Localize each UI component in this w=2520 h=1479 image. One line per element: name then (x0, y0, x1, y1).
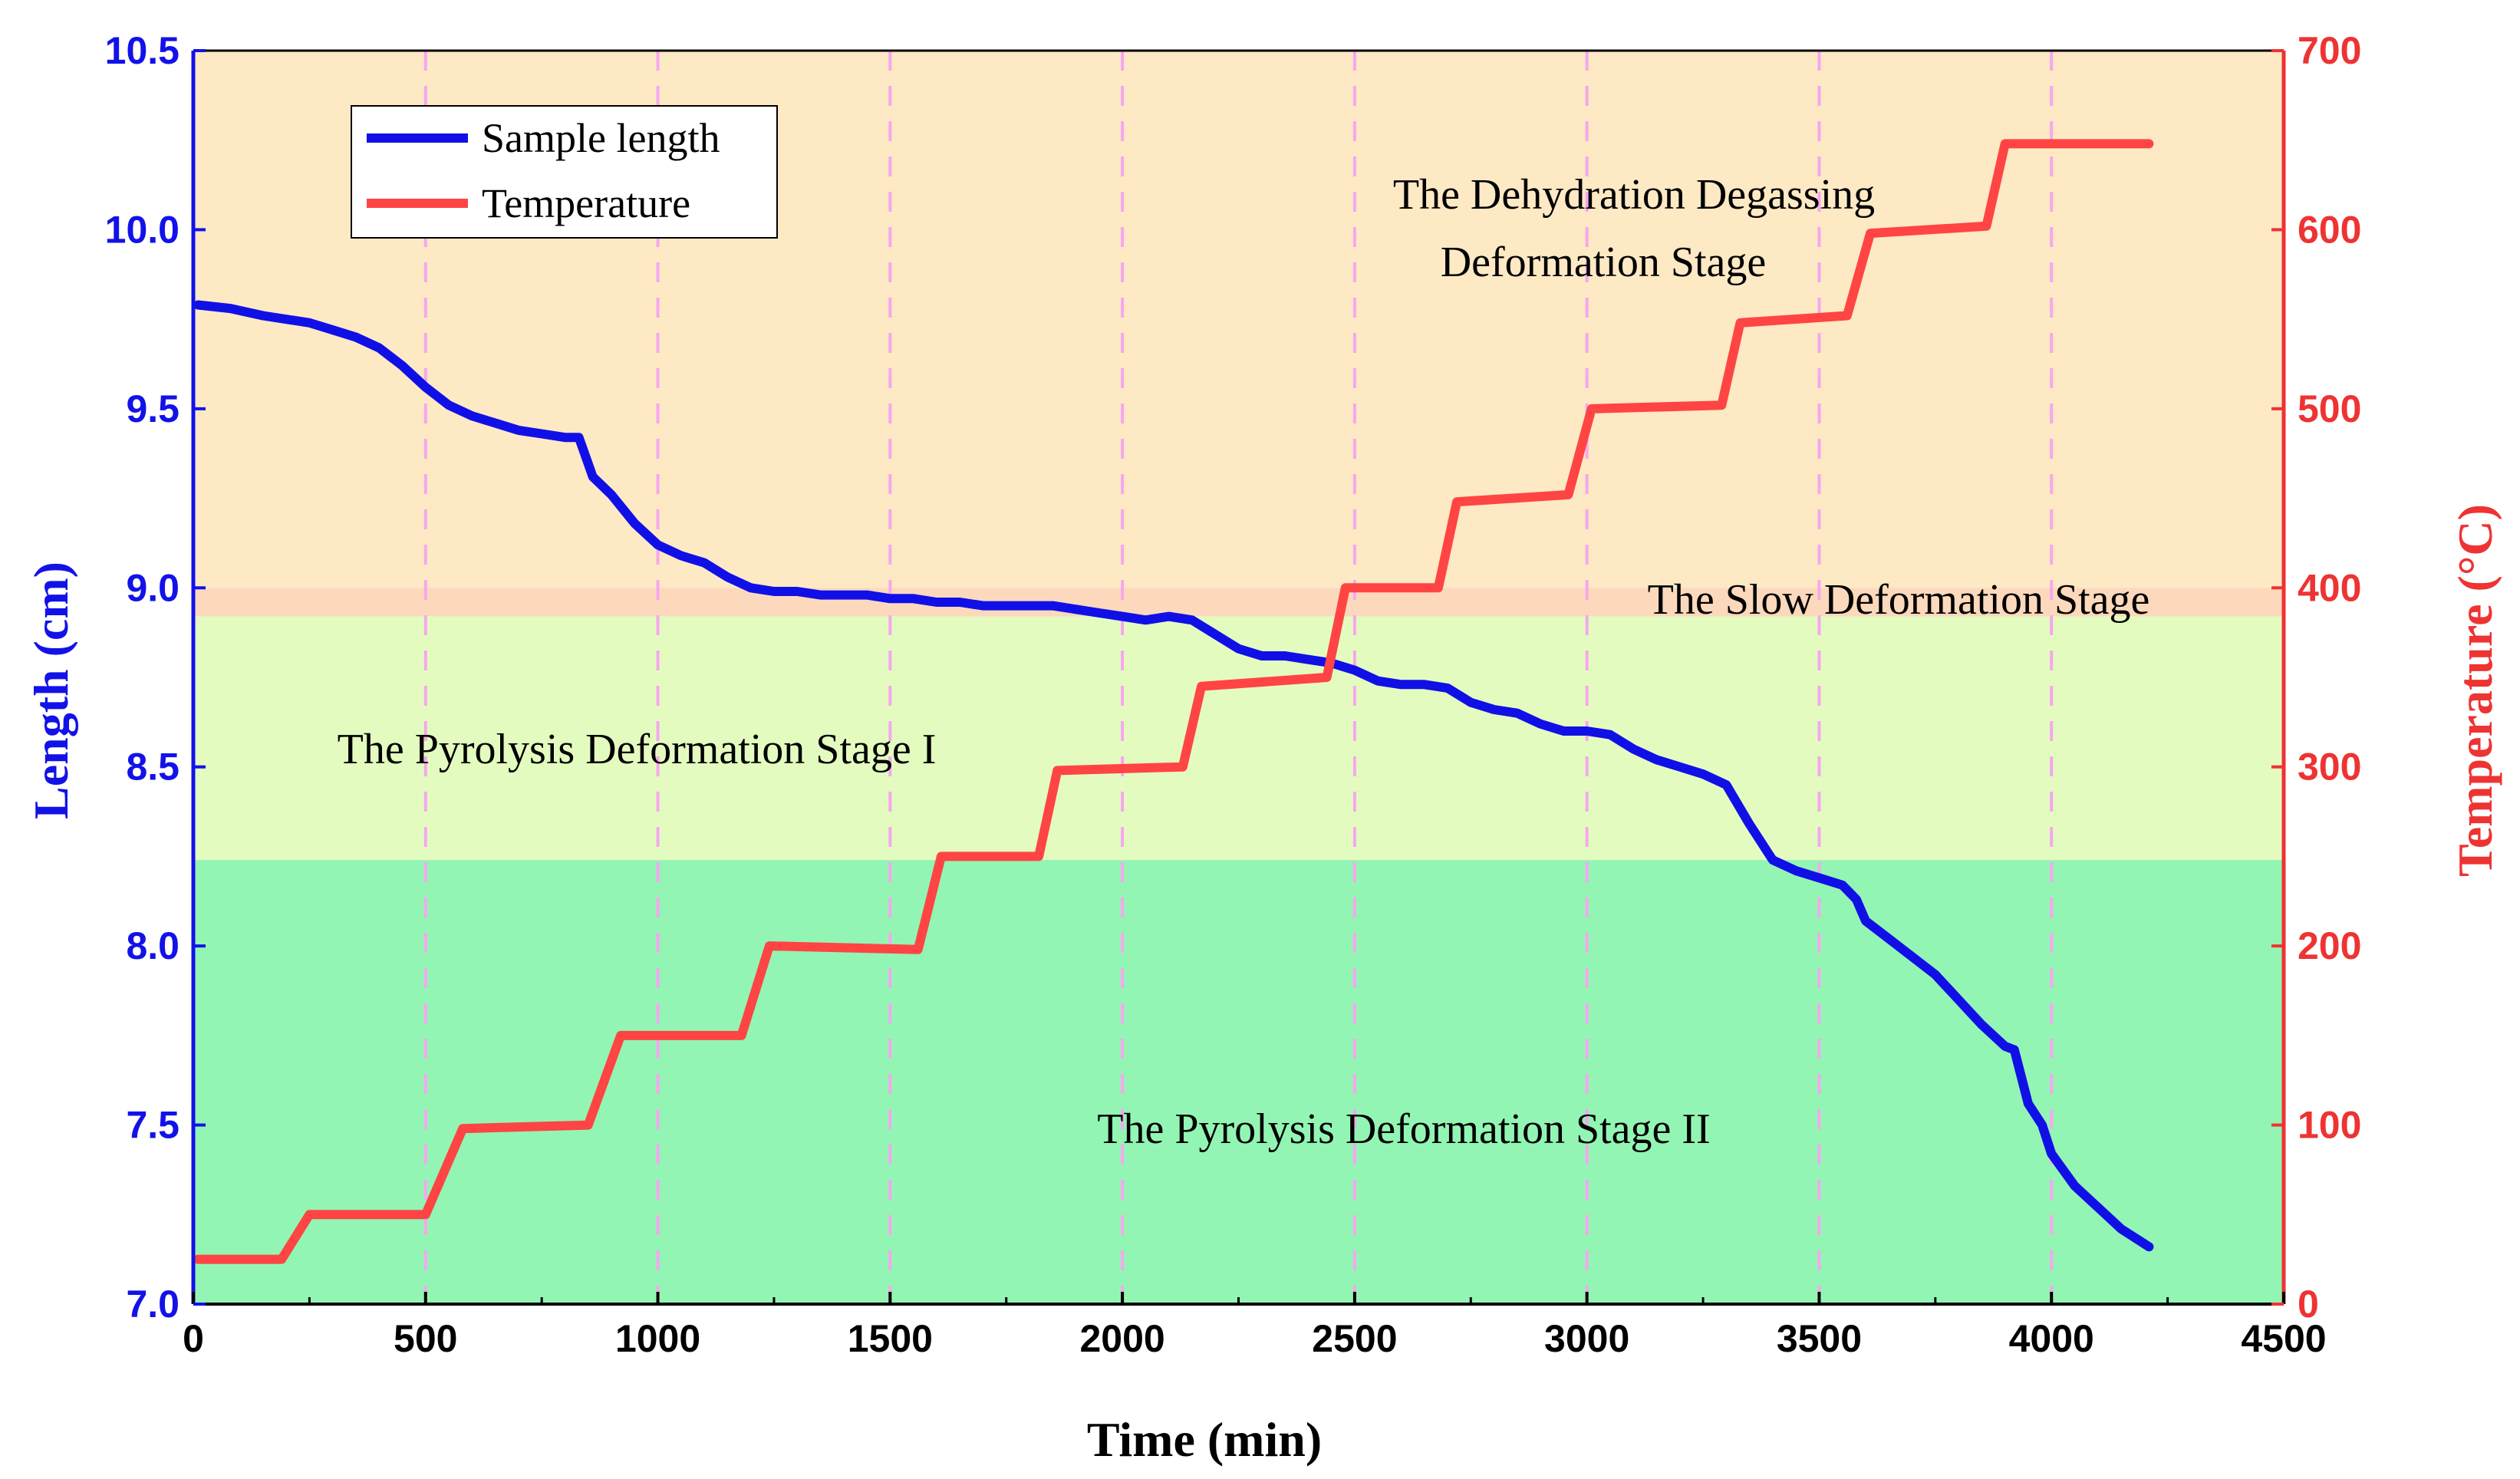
x-tick-label-4: 2000 (1079, 1317, 1164, 1360)
y-left-tick-label-0: 7.0 (126, 1283, 180, 1326)
annotation-dehydration-line2: Deformation Stage (1441, 239, 1767, 286)
y-left-tick-label-4: 9.0 (126, 566, 180, 609)
x-tick-label-9: 4500 (2241, 1317, 2326, 1360)
x-tick-label-3: 1500 (848, 1317, 933, 1360)
y-left-tick-label-3: 8.5 (126, 746, 180, 789)
x-tick-label-2: 1000 (615, 1317, 700, 1360)
legend-box (351, 105, 778, 239)
y-left-tick-label-2: 8.0 (126, 924, 180, 967)
legend-label-temperature: Temperature (482, 180, 690, 226)
annotation-pyrolysis-stage-1: The Pyrolysis Deformation Stage I (338, 726, 937, 773)
x-tick-label-6: 3000 (1544, 1317, 1629, 1360)
legend: Sample length Temperature (351, 105, 778, 239)
x-tick-label-8: 4000 (2009, 1317, 2094, 1360)
series-line-length (193, 300, 2154, 1252)
legend-label-length: Sample length (482, 115, 720, 161)
annotation-dehydration-line1: The Dehydration Degassing (1393, 171, 1875, 219)
axes (191, 49, 2286, 1306)
y-right-tick-label-6: 600 (2298, 208, 2361, 251)
stage-band-3 (193, 860, 2284, 1304)
annotation-slow-stage: The Slow Deformation Stage (1648, 576, 2150, 624)
x-tick-label-0: 0 (183, 1317, 204, 1360)
y-left-tick-label-6: 10.0 (105, 208, 180, 251)
series-line-temperature (193, 139, 2154, 1264)
y-axis-title-right: Temperature (°C) (2448, 504, 2502, 877)
y-left-tick-label-1: 7.5 (126, 1104, 180, 1147)
y-left-tick-label-5: 9.5 (126, 387, 180, 430)
y-right-tick-label-5: 500 (2298, 387, 2361, 430)
series-lines (193, 139, 2154, 1264)
y-right-tick-label-1: 100 (2298, 1104, 2361, 1147)
y-right-tick-label-4: 400 (2298, 566, 2361, 609)
tick-labels: 0 500 1000 1500 2000 2500 3000 3500 4000 45007.07… (105, 29, 2362, 1360)
x-tick-label-7: 3500 (1777, 1317, 1862, 1360)
x-axis-title: Time (min) (1087, 1412, 1322, 1467)
x-tick-label-5: 2500 (1312, 1317, 1397, 1360)
stage-band-1 (193, 588, 2284, 617)
annotation-pyrolysis-stage-2: The Pyrolysis Deformation Stage II (1097, 1105, 1710, 1153)
y-right-tick-label-7: 700 (2298, 29, 2361, 72)
x-tick-label-1: 500 (394, 1317, 457, 1360)
y-axis-title-left: Length (cm) (24, 562, 78, 819)
y-right-tick-label-2: 200 (2298, 924, 2361, 967)
y-left-tick-label-7: 10.5 (105, 29, 180, 72)
stage-bands (193, 51, 2284, 1304)
y-right-tick-label-0: 0 (2298, 1283, 2319, 1326)
stage-band-2 (193, 616, 2284, 861)
y-right-tick-label-3: 300 (2298, 746, 2361, 789)
